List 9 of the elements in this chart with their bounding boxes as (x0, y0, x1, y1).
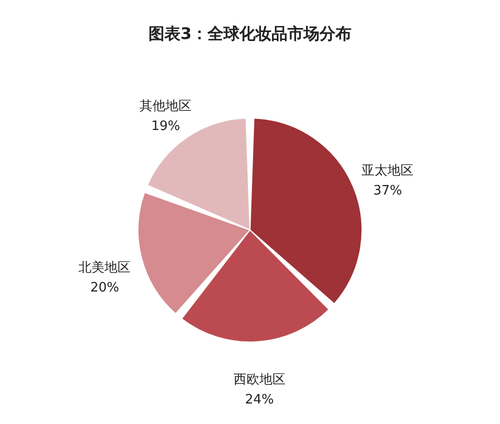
slice-label: 西欧地区 (233, 372, 286, 388)
data-label: 19% (151, 118, 180, 134)
slice-label: 其他地区 (140, 98, 192, 114)
slice-label: 亚太地区 (362, 163, 414, 178)
data-label: 37% (373, 183, 402, 198)
data-label: 24% (244, 392, 274, 408)
chart-title: 图表3：全球化妆品市场分布 (148, 24, 352, 43)
data-label: 20% (90, 280, 120, 296)
slice-label: 北美地区 (78, 259, 131, 276)
